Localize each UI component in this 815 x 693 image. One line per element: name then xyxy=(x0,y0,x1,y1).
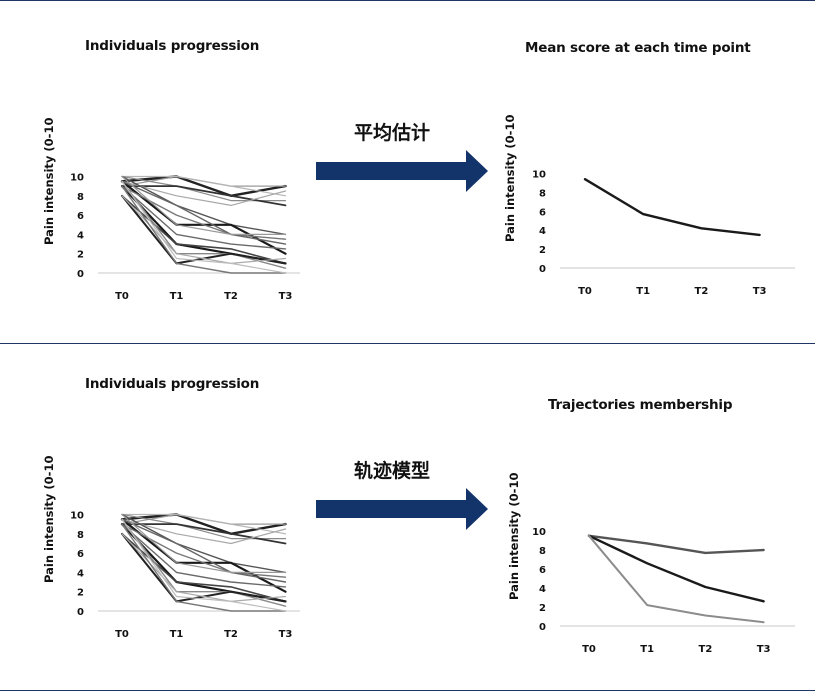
y-tick-label: 4 xyxy=(539,584,546,595)
series-line xyxy=(121,180,287,245)
series-line xyxy=(121,175,287,236)
series-line xyxy=(583,177,761,237)
series-line xyxy=(121,523,287,545)
x-tick-label: T0 xyxy=(578,286,592,297)
y-tick-label: 2 xyxy=(539,603,546,614)
y-tick-label: 8 xyxy=(539,188,546,199)
x-tick-label: T1 xyxy=(170,291,184,302)
arrow-label-top: 平均估计 xyxy=(354,122,431,144)
y-tick-label: 10 xyxy=(532,527,546,538)
x-tick-label: T3 xyxy=(757,644,771,655)
y-tick-label: 4 xyxy=(77,230,84,241)
arrow-label-bottom: 轨迹模型 xyxy=(354,460,431,482)
arrow-bottom-shape xyxy=(316,488,488,530)
series-line xyxy=(121,185,287,250)
series-line xyxy=(587,534,765,555)
x-tick-label: T1 xyxy=(640,644,654,655)
y-tick-label: 2 xyxy=(77,588,84,599)
x-tick-label: T3 xyxy=(753,286,767,297)
bottom-rule xyxy=(0,690,815,691)
y-tick-label: 0 xyxy=(77,269,84,280)
y-tick-label: 10 xyxy=(70,511,84,522)
chart-title: Mean score at each time point xyxy=(525,40,751,56)
x-tick-label: T2 xyxy=(224,291,238,302)
chart-title: Individuals progression xyxy=(85,376,260,392)
arrow-bottom xyxy=(316,488,488,530)
series-line xyxy=(121,180,287,274)
x-tick-label: T1 xyxy=(170,629,184,640)
series-line xyxy=(121,518,287,545)
series-line xyxy=(121,185,287,207)
series-line xyxy=(588,534,765,624)
series-line xyxy=(121,180,287,206)
x-tick-label: T0 xyxy=(115,629,129,640)
series-line xyxy=(121,513,287,574)
chart-title: Trajectories membership xyxy=(548,397,733,413)
x-tick-label: T2 xyxy=(695,286,709,297)
y-tick-label: 4 xyxy=(77,568,84,579)
y-tick-label: 0 xyxy=(539,264,546,275)
x-tick-label: T2 xyxy=(699,644,713,655)
y-tick-label: 2 xyxy=(77,250,84,261)
x-tick-label: T3 xyxy=(279,291,293,302)
series-line xyxy=(121,175,287,197)
arrow-top-shape xyxy=(316,150,488,192)
y-tick-label: 8 xyxy=(77,530,84,541)
y-tick-label: 4 xyxy=(539,226,546,237)
y-tick-label: 6 xyxy=(539,207,546,218)
series-line xyxy=(121,518,287,612)
x-tick-label: T1 xyxy=(636,286,650,297)
y-tick-label: 6 xyxy=(539,565,546,576)
top-rule xyxy=(0,0,815,1)
series-line xyxy=(121,518,287,583)
series-line xyxy=(121,513,287,535)
middle-rule xyxy=(0,343,815,344)
series-line xyxy=(121,185,287,274)
arrow-top xyxy=(316,150,488,192)
x-tick-label: T3 xyxy=(279,629,293,640)
y-tick-label: 8 xyxy=(539,546,546,557)
series-line xyxy=(121,175,287,235)
y-tick-label: 6 xyxy=(77,549,84,560)
series-line xyxy=(587,534,765,603)
x-tick-label: T2 xyxy=(224,629,238,640)
y-tick-label: 10 xyxy=(70,173,84,184)
x-tick-label: T0 xyxy=(582,644,596,655)
series-line xyxy=(121,523,287,612)
y-tick-label: 6 xyxy=(77,211,84,222)
y-tick-label: 0 xyxy=(77,607,84,618)
series-line xyxy=(121,523,287,588)
y-tick-label: 10 xyxy=(532,170,546,181)
y-tick-label: 8 xyxy=(77,192,84,203)
series-line xyxy=(121,513,287,574)
x-tick-label: T0 xyxy=(115,291,129,302)
chart-title: Individuals progression xyxy=(85,38,260,54)
y-tick-label: 0 xyxy=(539,622,546,633)
y-tick-label: 2 xyxy=(539,245,546,256)
